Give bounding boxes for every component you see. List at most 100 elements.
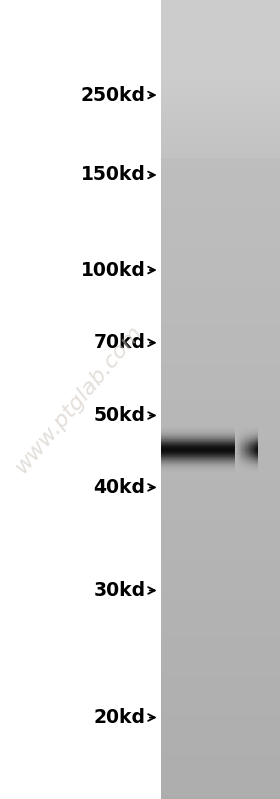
Bar [161, 150, 280, 152]
Bar [161, 731, 280, 733]
Bar [161, 332, 280, 334]
Bar [161, 787, 280, 789]
Bar [161, 673, 280, 675]
Bar [161, 166, 280, 168]
Text: www.ptglab.com: www.ptglab.com [11, 322, 146, 477]
Bar [161, 368, 280, 369]
Bar [161, 529, 280, 531]
Bar [161, 475, 280, 477]
Text: 70kd: 70kd [94, 333, 146, 352]
Bar [161, 535, 280, 537]
Bar [161, 406, 280, 407]
Bar [161, 514, 280, 515]
Bar [161, 334, 280, 336]
Bar [161, 158, 280, 160]
Bar [161, 378, 280, 380]
Bar [161, 190, 280, 192]
Bar [161, 270, 280, 272]
Bar [161, 622, 280, 623]
Bar [161, 751, 280, 753]
Bar [161, 718, 280, 719]
Text: 250kd: 250kd [81, 85, 146, 105]
Bar [161, 511, 280, 514]
Bar [161, 90, 280, 92]
Bar [161, 100, 280, 101]
Bar [161, 230, 280, 232]
Bar [161, 631, 280, 633]
Bar [161, 10, 280, 12]
Bar [161, 515, 280, 518]
Bar [161, 348, 280, 350]
Bar [161, 26, 280, 28]
Bar [161, 647, 280, 649]
Bar [161, 382, 280, 384]
Bar [161, 114, 280, 116]
Bar [161, 542, 280, 543]
Bar [161, 545, 280, 547]
Bar [161, 607, 280, 609]
Bar [161, 292, 280, 294]
Bar [161, 569, 280, 571]
Bar [161, 623, 280, 625]
Bar [161, 603, 280, 606]
Bar [161, 236, 280, 238]
Bar [161, 212, 280, 213]
Bar [161, 507, 280, 510]
Bar [161, 761, 280, 763]
Bar [161, 454, 280, 455]
Bar [161, 228, 280, 230]
Bar [161, 422, 280, 423]
Bar [161, 711, 280, 713]
Bar [161, 598, 280, 599]
Bar [161, 284, 280, 286]
Bar [161, 330, 280, 332]
Bar [161, 256, 280, 257]
Bar [161, 519, 280, 522]
Bar [161, 336, 280, 337]
Bar [161, 82, 280, 84]
Bar [161, 534, 280, 535]
Bar [161, 164, 280, 166]
Bar [161, 265, 280, 268]
Bar [161, 635, 280, 638]
Bar [161, 70, 280, 72]
Bar [161, 206, 280, 208]
Bar [161, 543, 280, 545]
Bar [161, 587, 280, 590]
Bar [161, 353, 280, 356]
Bar [161, 396, 280, 398]
Bar [161, 593, 280, 595]
Bar [161, 503, 280, 506]
Text: 50kd: 50kd [94, 406, 146, 425]
Bar [161, 449, 280, 451]
Bar [161, 741, 280, 743]
Bar [161, 775, 280, 777]
Bar [161, 28, 280, 30]
Bar [161, 246, 280, 248]
Bar [161, 667, 280, 670]
Bar [161, 433, 280, 435]
Bar [161, 679, 280, 681]
Bar [161, 783, 280, 785]
Bar [161, 174, 280, 176]
Bar [161, 14, 280, 16]
Bar [161, 495, 280, 497]
Bar [161, 789, 280, 791]
Bar [161, 249, 280, 252]
Bar [161, 184, 280, 186]
Bar [161, 614, 280, 615]
Bar [161, 146, 280, 148]
Bar [161, 705, 280, 707]
Bar [161, 310, 280, 312]
Bar [161, 463, 280, 465]
Bar [161, 675, 280, 678]
Bar [161, 627, 280, 630]
Bar [161, 300, 280, 301]
Bar [161, 710, 280, 711]
Bar [161, 681, 280, 683]
Bar [161, 273, 280, 276]
Bar [161, 781, 280, 783]
Bar [161, 140, 280, 142]
Bar [161, 36, 280, 38]
Bar [161, 729, 280, 731]
